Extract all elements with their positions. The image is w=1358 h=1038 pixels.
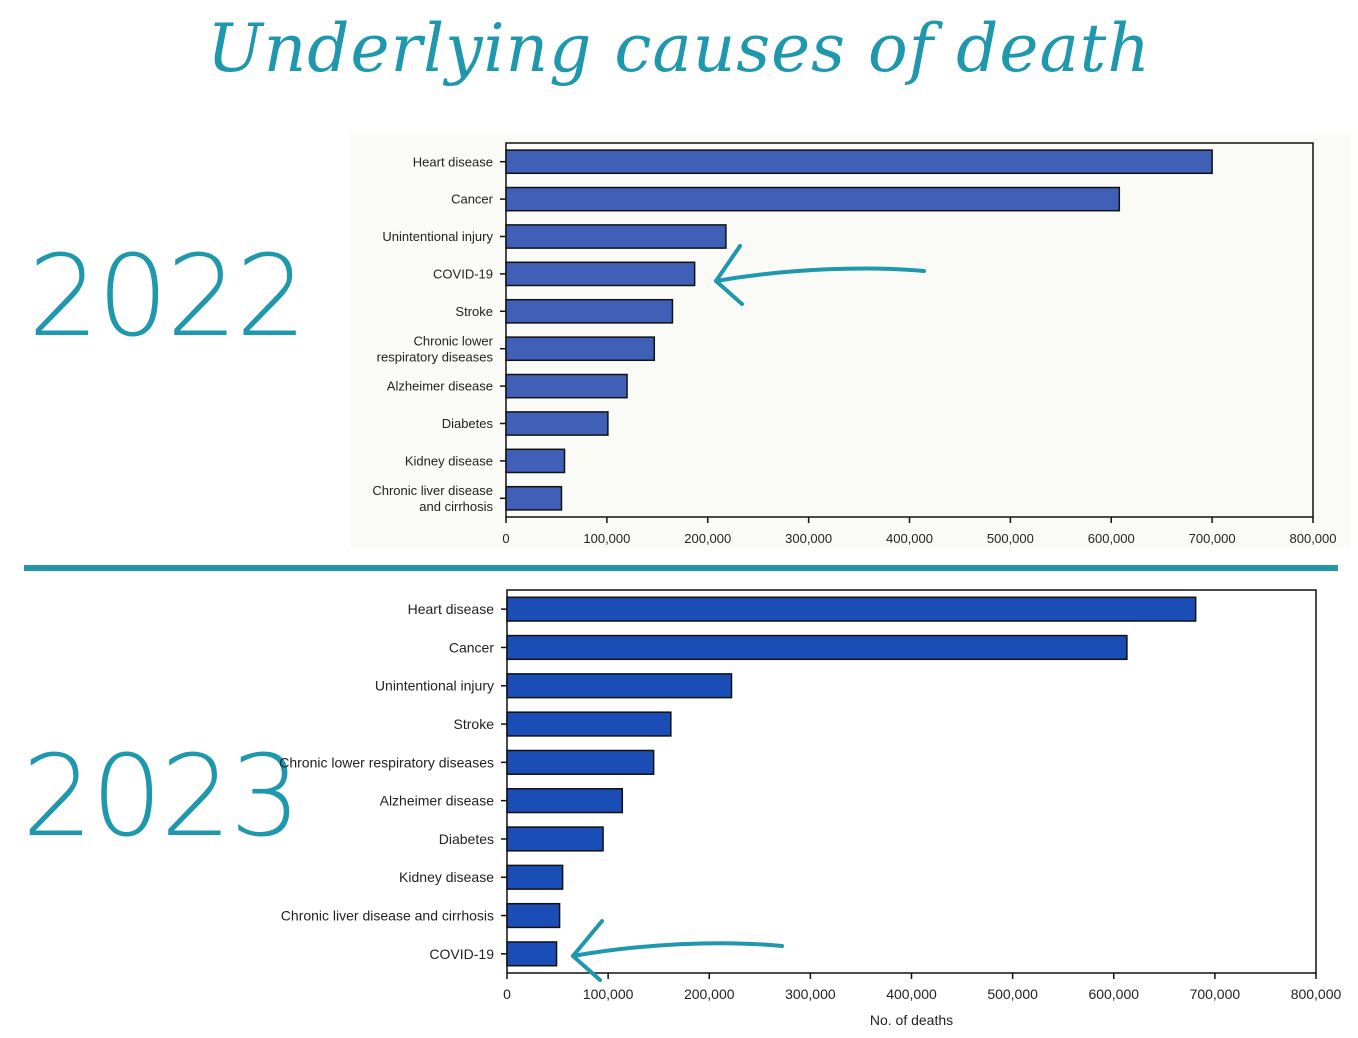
chart-2023: Heart disease Cancer Unintentional injury S…	[279, 589, 1342, 1028]
x-tick-label: 0	[502, 531, 509, 546]
category-label: COVID-19	[429, 946, 494, 962]
x-tick-label: 100,000	[583, 531, 630, 546]
year-2022-label: 2022	[28, 232, 307, 362]
bar-heart-disease	[505, 149, 1213, 175]
bar-alzheimer-disease	[505, 373, 628, 399]
category-label: Cancer	[449, 639, 494, 655]
x-tick-label: 0	[503, 986, 511, 1002]
bar-covid-19	[506, 941, 558, 967]
category-label: Diabetes	[439, 831, 494, 847]
bar-chronic-lower-respiratory-diseases	[505, 336, 656, 362]
bar-diabetes	[506, 826, 604, 852]
x-tick-label: 300,000	[785, 531, 832, 546]
bar-chronic-liver-disease-and-cirrhosis	[506, 902, 561, 929]
category-label: COVID-19	[433, 266, 493, 281]
x-tick-label: 700,000	[1189, 531, 1236, 546]
x-tick-label: 500,000	[987, 986, 1038, 1002]
bar-cancer	[506, 634, 1128, 661]
x-tick-label: 200,000	[684, 986, 735, 1002]
bar-alzheimer-disease	[506, 788, 624, 814]
bar-stroke	[506, 711, 672, 737]
page-title: Underlying causes of death	[207, 10, 1151, 87]
category-label: Chronic lower respiratory diseases	[279, 754, 494, 770]
category-label: Chronic liver disease and cirrhosis	[372, 483, 493, 514]
x-tick-label: 400,000	[886, 986, 937, 1002]
bar-covid-19	[505, 261, 696, 287]
category-label: Stroke	[454, 716, 495, 732]
category-label: Kidney disease	[399, 869, 494, 885]
covid-arrow-2023	[571, 919, 784, 982]
x-tick-label: 300,000	[785, 986, 836, 1002]
bar-unintentional-injury	[505, 224, 727, 249]
bar-chronic-liver-disease-and-cirrhosis	[505, 485, 563, 511]
category-label: Alzheimer disease	[387, 379, 493, 394]
bar-diabetes	[505, 411, 609, 436]
category-label: Diabetes	[442, 416, 494, 431]
category-label: Chronic lower respiratory diseases	[377, 333, 494, 364]
category-label: Cancer	[451, 192, 494, 207]
chart-2022: Heart disease Cancer Unintentional injury C…	[372, 142, 1337, 546]
x-tick-label: 400,000	[886, 531, 933, 546]
year-2023-label: 2023	[22, 732, 301, 862]
covid-arrow-2022	[714, 244, 926, 306]
bar-unintentional-injury	[506, 673, 733, 699]
category-label: Heart disease	[413, 154, 493, 169]
x-tick-label: 200,000	[684, 531, 731, 546]
x-tick-label: 600,000	[1088, 531, 1135, 546]
x-tick-label: 800,000	[1290, 531, 1337, 546]
bar-chronic-lower-respiratory-diseases	[506, 749, 655, 775]
category-label: Kidney disease	[405, 453, 493, 468]
bar-kidney-disease	[505, 448, 566, 474]
category-label: Chronic liver disease and cirrhosis	[281, 907, 494, 923]
x-axis-title: No. of deaths	[870, 1012, 953, 1028]
x-tick-label: 500,000	[987, 531, 1034, 546]
category-label: Alzheimer disease	[380, 793, 495, 809]
x-tick-label: 100,000	[583, 986, 634, 1002]
section-divider	[24, 565, 1338, 571]
category-label: Unintentional injury	[375, 678, 494, 694]
bar-heart-disease	[506, 596, 1197, 622]
category-label: Heart disease	[408, 601, 495, 617]
x-tick-label: 700,000	[1190, 986, 1241, 1002]
bar-kidney-disease	[506, 864, 564, 890]
category-label: Stroke	[455, 304, 493, 319]
category-label: Unintentional injury	[382, 229, 493, 244]
x-tick-label: 800,000	[1291, 986, 1342, 1002]
bar-stroke	[505, 298, 674, 324]
x-tick-label: 600,000	[1088, 986, 1139, 1002]
bar-cancer	[505, 186, 1121, 212]
